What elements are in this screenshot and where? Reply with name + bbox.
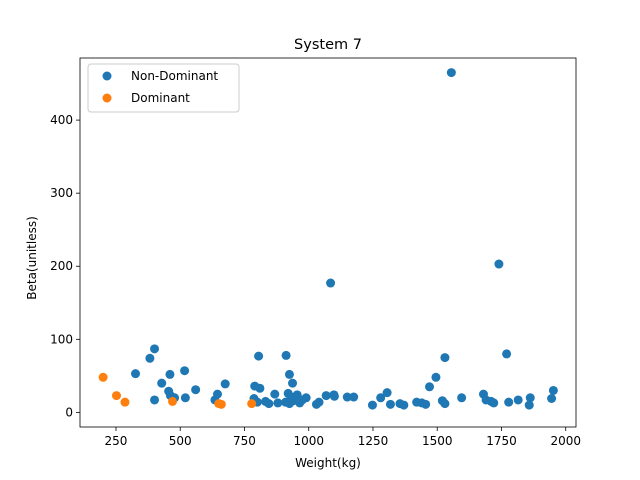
y-tick-label: 400 (50, 113, 73, 127)
data-point (120, 397, 130, 407)
data-point (254, 351, 264, 361)
x-tick-label: 250 (105, 434, 128, 448)
data-point (273, 398, 283, 408)
data-point (513, 395, 523, 405)
data-point (326, 278, 336, 288)
data-point (284, 369, 294, 379)
data-point (504, 397, 514, 407)
series-non-dominant (131, 68, 558, 410)
data-point (329, 391, 339, 401)
data-points (98, 68, 558, 410)
data-point (157, 378, 167, 388)
legend-label: Non-Dominant (131, 69, 218, 83)
legend-marker (102, 93, 112, 103)
x-tick-label: 750 (233, 434, 256, 448)
data-point (98, 372, 108, 382)
data-point (502, 349, 512, 359)
data-point (431, 372, 441, 382)
data-point (385, 399, 395, 409)
x-tick-label: 1500 (422, 434, 453, 448)
series-dominant (98, 372, 257, 409)
data-point (301, 393, 311, 403)
data-point (131, 369, 141, 379)
y-tick-label: 0 (65, 405, 73, 419)
data-point (281, 350, 291, 360)
data-point (367, 400, 377, 410)
data-point (494, 259, 504, 269)
data-point (399, 400, 409, 410)
data-point (321, 391, 331, 401)
data-point (457, 393, 467, 403)
y-tick-label: 200 (50, 259, 73, 273)
data-point (168, 396, 178, 406)
data-point (382, 388, 392, 398)
x-axis-title: Weight(kg) (295, 456, 361, 470)
x-tick-label: 1000 (293, 434, 324, 448)
x-tick-label: 1750 (486, 434, 517, 448)
data-point (111, 391, 121, 401)
data-point (425, 382, 435, 392)
data-point (247, 399, 257, 409)
data-point (150, 395, 160, 405)
data-point (180, 366, 190, 376)
data-point (288, 378, 298, 388)
data-point (524, 400, 534, 410)
x-tick-label: 500 (169, 434, 192, 448)
data-point (446, 68, 456, 78)
data-point (212, 389, 222, 399)
data-point (145, 353, 155, 363)
data-point (342, 392, 352, 402)
data-point (440, 353, 450, 363)
data-point (489, 398, 499, 408)
data-point (270, 389, 280, 399)
chart-title: System 7 (294, 37, 362, 53)
data-point (150, 344, 160, 354)
data-point (376, 393, 386, 403)
legend-box (87, 63, 240, 113)
y-axis-title: Beta(unitless) (25, 216, 39, 300)
data-point (421, 399, 431, 409)
data-point (547, 394, 557, 403)
data-point (191, 385, 201, 395)
data-point (255, 383, 265, 393)
y-tick-label: 300 (50, 186, 73, 200)
data-point (525, 393, 535, 403)
x-tick-label: 2000 (550, 434, 581, 448)
y-tick-label: 100 (50, 332, 73, 346)
legend: Non-Dominant Dominant (87, 63, 240, 113)
data-point (220, 379, 230, 389)
x-tick-label: 1250 (358, 434, 389, 448)
data-point (165, 369, 175, 379)
plot-frame (79, 57, 577, 428)
data-point (264, 399, 274, 409)
data-point (180, 393, 190, 403)
legend-marker (102, 71, 112, 81)
data-point (349, 392, 359, 402)
axes: 250 500 750 1000 1250 1500 1750 2000 0 100 200 300 4… (50, 57, 581, 448)
data-point (440, 399, 450, 409)
legend-label: Dominant (131, 91, 190, 105)
data-point (314, 397, 324, 407)
data-point (548, 385, 558, 395)
data-point (216, 399, 226, 409)
